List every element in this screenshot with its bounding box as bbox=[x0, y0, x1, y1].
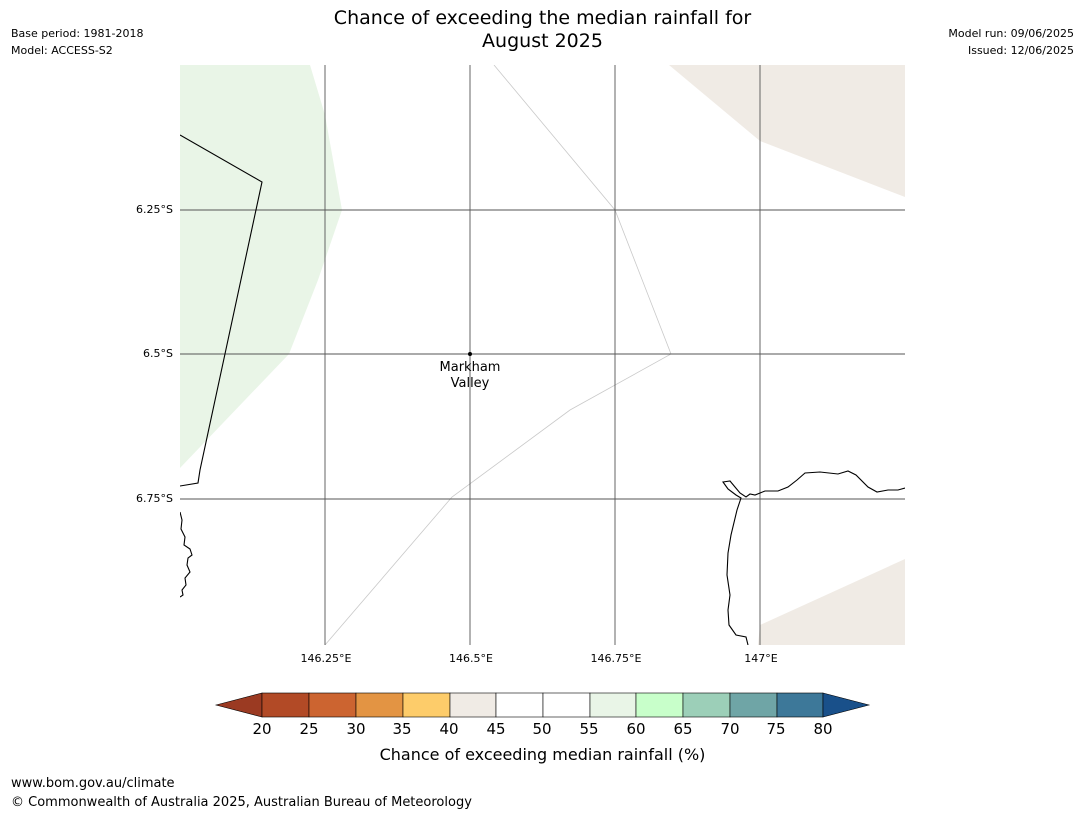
colorbar-bin-55-60 bbox=[589, 692, 637, 718]
lat-label-3: 6.75°S bbox=[136, 492, 173, 505]
colorbar-bin-20-25 bbox=[261, 692, 310, 718]
model-name: Model: ACCESS-S2 bbox=[11, 44, 113, 57]
below-median-region-north bbox=[669, 65, 905, 197]
model-run-date: Model run: 09/06/2025 bbox=[948, 27, 1074, 40]
colorbar-tick-65: 65 bbox=[673, 720, 693, 738]
colorbar-bin-65-70 bbox=[682, 692, 731, 718]
footer: www.bom.gov.au/climate © Commonwealth of… bbox=[11, 774, 472, 812]
title-line-1: Chance of exceeding the median rainfall … bbox=[333, 7, 752, 29]
colorbar-bin-75-80 bbox=[776, 692, 824, 718]
lat-label-2: 6.5°S bbox=[143, 347, 173, 360]
lon-label-4: 147°E bbox=[744, 652, 778, 665]
colorbar-bin-40-45 bbox=[449, 692, 497, 718]
colorbar-bin-45-50 bbox=[495, 692, 544, 718]
category-boundary-line bbox=[324, 65, 672, 645]
colorbar-bin-35-40 bbox=[402, 692, 451, 718]
colorbar-tick-70: 70 bbox=[720, 720, 740, 738]
province-boundary bbox=[180, 134, 263, 487]
colorbar-tick-60: 60 bbox=[626, 720, 646, 738]
colorbar-bin-60-65 bbox=[635, 692, 684, 718]
title-line-2: August 2025 bbox=[482, 30, 603, 52]
model-info: Base period: 1981-2018 Model: ACCESS-S2 bbox=[11, 25, 143, 59]
lon-label-3: 146.75°E bbox=[590, 652, 642, 665]
place-name-line-1: Markham bbox=[439, 360, 501, 375]
lon-label-2: 146.5°E bbox=[449, 652, 493, 665]
colorbar-bin-25-30 bbox=[308, 692, 357, 718]
coastline-west bbox=[180, 511, 193, 598]
map-canvas bbox=[180, 65, 905, 645]
lat-label-1: 6.25°S bbox=[136, 203, 173, 216]
footer-copyright: © Commonwealth of Australia 2025, Austra… bbox=[11, 795, 472, 810]
place-label-markham-valley: Markham Valley bbox=[420, 360, 520, 392]
colorbar-arrow-below bbox=[214, 692, 263, 718]
issue-info: Model run: 09/06/2025 Issued: 12/06/2025 bbox=[948, 25, 1074, 59]
colorbar-bin-50-55 bbox=[542, 692, 591, 718]
colorbar-tick-25: 25 bbox=[299, 720, 319, 738]
colorbar-label: Chance of exceeding median rainfall (%) bbox=[379, 745, 706, 764]
colorbar-tick-30: 30 bbox=[346, 720, 366, 738]
footer-url: www.bom.gov.au/climate bbox=[11, 776, 175, 791]
colorbar-arrow-above bbox=[822, 692, 871, 718]
markham-valley-marker bbox=[468, 352, 472, 356]
base-period: Base period: 1981-2018 bbox=[11, 27, 144, 40]
below-median-region-south bbox=[758, 559, 905, 645]
colorbar-tick-20: 20 bbox=[252, 720, 272, 738]
colorbar-tick-75: 75 bbox=[766, 720, 786, 738]
colorbar-bin-70-75 bbox=[729, 692, 778, 718]
issued-date: Issued: 12/06/2025 bbox=[967, 44, 1074, 57]
colorbar-tick-45: 45 bbox=[486, 720, 506, 738]
lon-label-1: 146.25°E bbox=[300, 652, 352, 665]
place-name-line-2: Valley bbox=[450, 376, 490, 391]
colorbar bbox=[214, 692, 871, 718]
colorbar-bin-30-35 bbox=[355, 692, 404, 718]
colorbar-tick-80: 80 bbox=[813, 720, 833, 738]
coastline-east bbox=[722, 470, 905, 645]
colorbar-tick-40: 40 bbox=[439, 720, 459, 738]
colorbar-tick-55: 55 bbox=[579, 720, 599, 738]
above-median-region bbox=[180, 65, 342, 468]
colorbar-tick-35: 35 bbox=[392, 720, 412, 738]
map-title: Chance of exceeding the median rainfall … bbox=[0, 7, 1085, 53]
colorbar-tick-50: 50 bbox=[532, 720, 552, 738]
